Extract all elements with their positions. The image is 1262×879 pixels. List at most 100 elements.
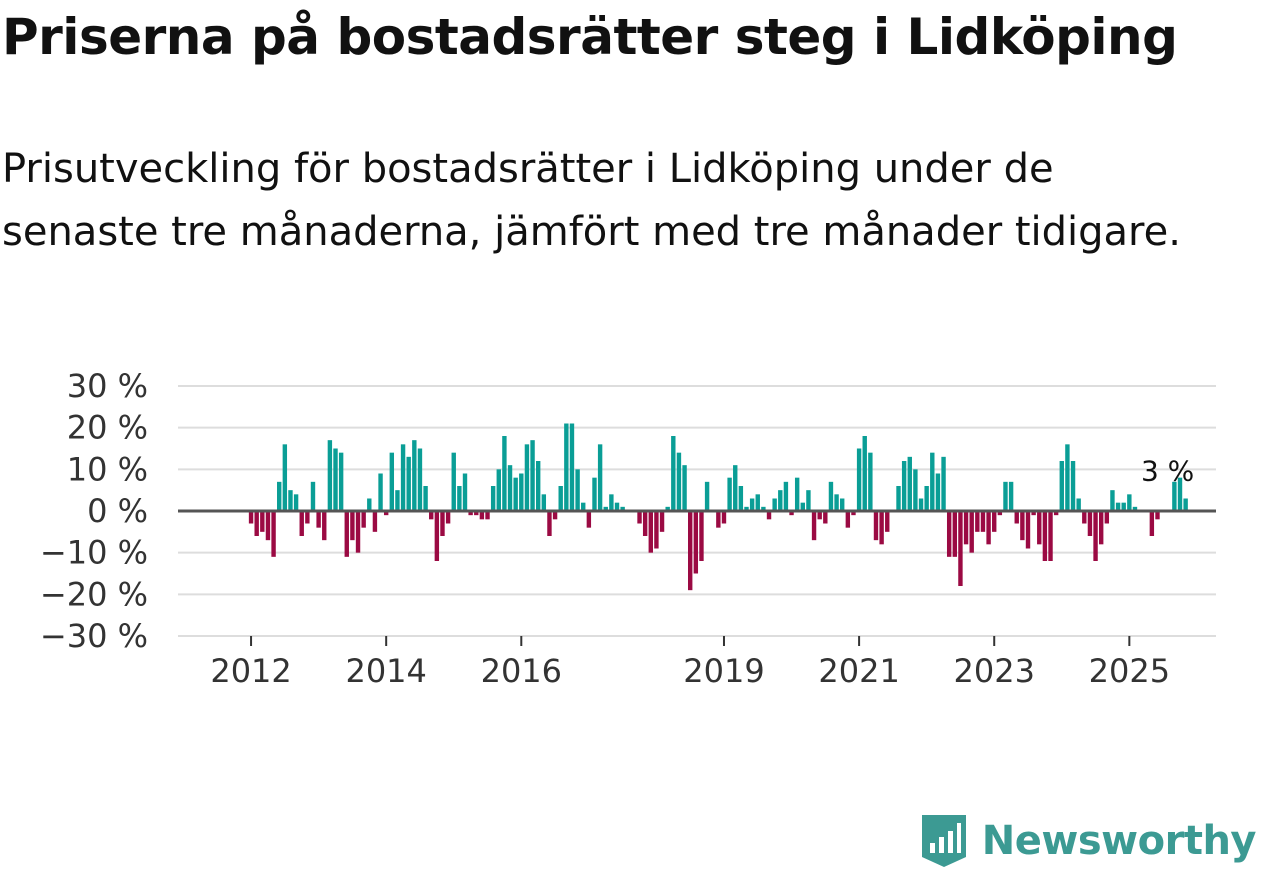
- bar: [1031, 511, 1036, 516]
- bar: [997, 511, 1003, 516]
- bar: [1003, 481, 1008, 511]
- bar: [254, 511, 259, 536]
- bar: [930, 452, 935, 511]
- bar: [1025, 511, 1031, 549]
- bar: [271, 511, 276, 557]
- bar: [958, 511, 963, 586]
- bar: [789, 511, 794, 516]
- bar: [907, 456, 912, 511]
- bar: [350, 511, 355, 541]
- bar: [794, 477, 800, 511]
- bar: [766, 511, 772, 520]
- bar: [1008, 481, 1014, 511]
- bar: [1076, 498, 1081, 511]
- bar: [502, 436, 507, 511]
- bar: [490, 486, 496, 511]
- x-tick-label: 2021: [818, 652, 899, 690]
- bar: [468, 511, 473, 516]
- y-axis-ticks: 30 % 20 %10 % 0 % −10 %−20 % −30 %: [40, 367, 148, 655]
- bar: [1059, 461, 1064, 511]
- bar: [293, 494, 299, 511]
- y-tick-label: 20 %: [67, 409, 148, 447]
- bar: [417, 448, 423, 511]
- bar: [688, 511, 693, 591]
- bar: [445, 511, 451, 524]
- bar: [327, 440, 333, 511]
- bar: [963, 511, 969, 545]
- bar: [806, 490, 811, 511]
- bar: [372, 511, 378, 532]
- bar: [828, 481, 834, 511]
- bar: [952, 511, 958, 557]
- bar: [282, 444, 288, 511]
- bar: [699, 511, 704, 561]
- bar: [552, 511, 558, 520]
- bar: [423, 486, 428, 511]
- bar: [845, 511, 851, 528]
- bar: [969, 511, 974, 553]
- bar: [721, 511, 727, 524]
- bar: [693, 511, 699, 574]
- bar: [823, 511, 828, 524]
- bar: [479, 511, 485, 520]
- bar: [316, 511, 321, 528]
- bar: [924, 486, 929, 511]
- bar: [299, 511, 304, 536]
- bar: [879, 511, 884, 545]
- bar: [935, 473, 941, 511]
- bar: [569, 423, 575, 511]
- bar: [265, 511, 271, 541]
- bar: [1087, 511, 1093, 536]
- bar: [547, 511, 552, 536]
- bar: [941, 456, 946, 511]
- bar: [727, 477, 732, 511]
- bar: [1020, 511, 1025, 541]
- bar: [873, 511, 879, 541]
- bar: [1121, 502, 1126, 511]
- bar: [1037, 511, 1042, 545]
- bar: [513, 477, 518, 511]
- bar: [586, 511, 592, 528]
- bar: [1065, 444, 1070, 511]
- bar: [856, 448, 862, 511]
- bar: [992, 511, 997, 532]
- bar: [322, 511, 327, 541]
- y-tick-label: −10 %: [40, 534, 148, 572]
- bar: [676, 452, 682, 511]
- x-tick-label: 2014: [345, 652, 426, 690]
- bar: [507, 465, 513, 511]
- bar: [575, 469, 580, 511]
- bar: [648, 511, 653, 553]
- chart-title: Priserna på bostadsrätter steg i Lidköpi…: [2, 8, 1178, 66]
- bar: [434, 511, 440, 561]
- bar: [389, 452, 395, 511]
- bar: [524, 444, 530, 511]
- bar: [1053, 511, 1059, 516]
- bar: [451, 452, 456, 511]
- bar: [1104, 511, 1110, 524]
- bar: [1149, 511, 1155, 536]
- bar: [749, 498, 755, 511]
- bar: [496, 469, 501, 511]
- bar: [361, 511, 366, 528]
- last-value-label: 3 %: [1141, 455, 1194, 488]
- bar: [975, 511, 980, 532]
- bar: [851, 511, 856, 516]
- x-tick-label: 2012: [210, 652, 291, 690]
- bar: [840, 498, 845, 511]
- y-tick-label: 10 %: [67, 450, 148, 488]
- bar: [581, 502, 586, 511]
- bar: [704, 481, 710, 511]
- bar: [429, 511, 434, 520]
- bar: [665, 506, 670, 511]
- bar: [868, 452, 873, 511]
- bar: [733, 465, 738, 511]
- bar: [1014, 511, 1019, 524]
- bar: [305, 511, 310, 524]
- bar: [535, 461, 541, 511]
- bar: [395, 490, 400, 511]
- bar: [310, 481, 316, 511]
- bar: [1155, 511, 1160, 520]
- bar: [862, 436, 867, 511]
- bar: [288, 490, 293, 511]
